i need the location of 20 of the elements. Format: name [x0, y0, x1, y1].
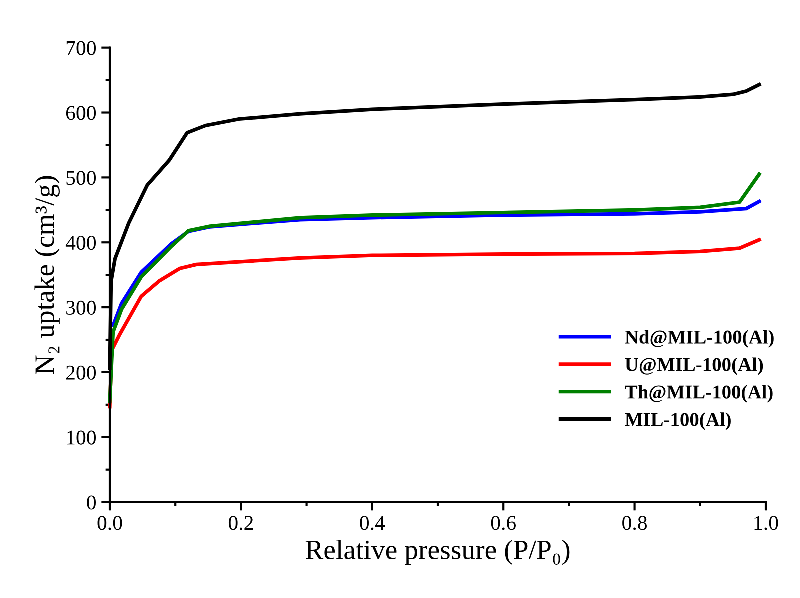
y-tick-label: 600	[66, 106, 96, 120]
x-tick-label: 0.2	[228, 516, 254, 530]
x-tick-label: 1.0	[754, 516, 778, 530]
y-tick-label: 500	[66, 171, 96, 186]
legend-label: MIL-100(Al)	[625, 412, 731, 430]
legend-label: Th@MIL-100(Al)	[625, 385, 773, 403]
x-tick-label: 0.8	[622, 516, 648, 530]
y-tick-label: 0	[87, 496, 96, 510]
x-axis-title: Relative pressure (P/P₀)	[306, 540, 570, 566]
y-tick-label: 100	[67, 430, 96, 445]
y-tick-label: 400	[66, 236, 96, 250]
legend-label: U@MIL-100(Al)	[625, 358, 764, 376]
x-tick-label: 0.4	[360, 516, 386, 530]
y-tick-label: 700	[66, 41, 96, 56]
x-tick-label: 0.6	[491, 516, 516, 530]
y-axis-title: N₂ uptake (cm³/g)	[34, 176, 60, 374]
y-tick-label: 200	[66, 366, 96, 380]
legend-label: Nd@MIL-100(Al)	[625, 330, 774, 348]
y-tick-label: 300	[66, 300, 96, 315]
x-tick-label: 0.0	[98, 516, 122, 530]
